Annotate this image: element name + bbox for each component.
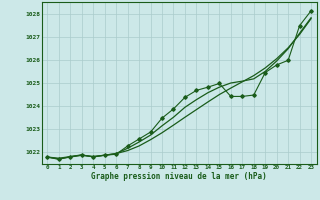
X-axis label: Graphe pression niveau de la mer (hPa): Graphe pression niveau de la mer (hPa) (91, 172, 267, 181)
